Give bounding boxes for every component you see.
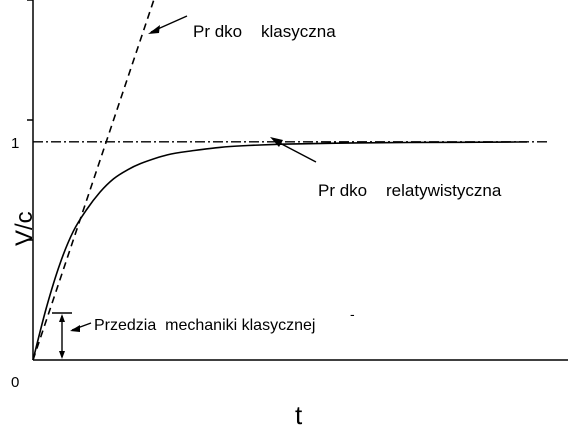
range-label-mark: - — [350, 306, 355, 322]
series-layer — [32, 0, 548, 361]
y-axis-label: V/c — [11, 211, 38, 246]
range-arrow-up — [59, 314, 65, 322]
x-axis-label: t — [295, 400, 303, 430]
y-ticks: 1 — [11, 0, 33, 241]
relativistic-label: Pr dko relatywistyczna — [318, 181, 502, 200]
classical-arrow-head — [148, 25, 160, 34]
relativistic-velocity-curve — [32, 141, 527, 361]
range-label: Przedzia mechaniki klasycznej — [94, 317, 315, 334]
range-arrow-down — [59, 351, 65, 359]
axes — [32, 0, 568, 361]
relativistic-arrow-shaft — [273, 139, 317, 163]
classical-label: Pr dko klasyczna — [193, 22, 336, 41]
relativistic-arrow-head — [270, 137, 283, 147]
y-tick-label: 1 — [11, 135, 19, 152]
annotations-layer: Pr dko klasyczna Pr dko relatywistyczna … — [11, 15, 502, 430]
range-label-pointer-head — [70, 325, 80, 332]
classical-velocity-line — [32, 0, 155, 361]
origin-label: 0 — [11, 374, 19, 391]
